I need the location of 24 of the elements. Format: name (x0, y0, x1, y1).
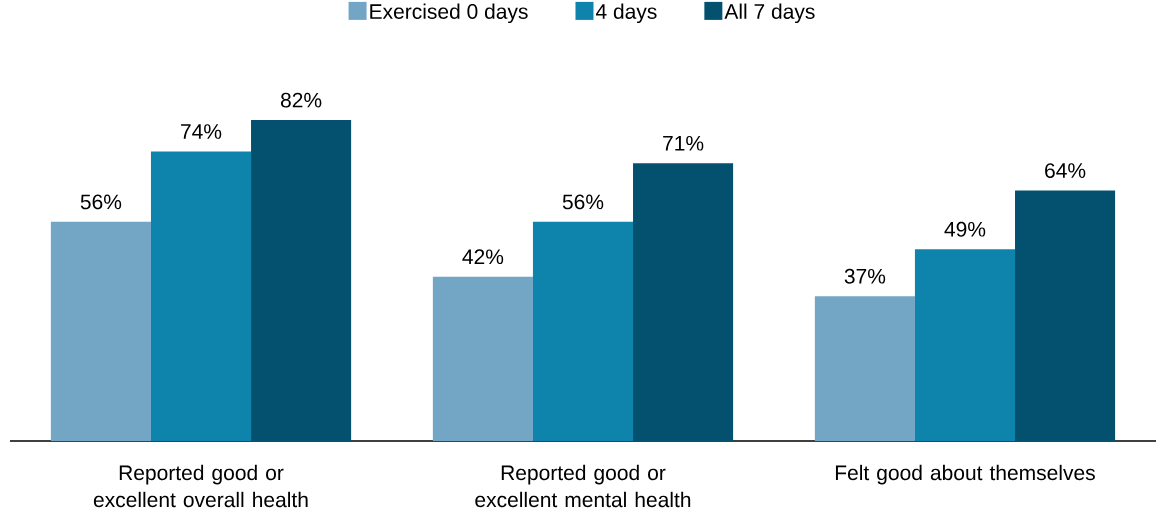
bar (1015, 190, 1116, 441)
data-label: 56% (562, 194, 604, 210)
bar (633, 163, 734, 441)
x-tick-label: Felt good about themselves (835, 464, 1095, 485)
bar (532, 221, 634, 441)
bar (150, 151, 252, 441)
data-label: 64% (1045, 163, 1086, 178)
bar (814, 296, 915, 441)
data-label: 71% (663, 135, 704, 151)
x-tick-label: Reported good or excellent overall health (93, 464, 308, 508)
bar (914, 249, 1016, 441)
bar (50, 221, 151, 441)
legend-label: All 7 days (724, 3, 815, 24)
data-label: 49% (944, 221, 986, 237)
legend-label: Exercised 0 days (370, 3, 528, 24)
bar (251, 120, 352, 441)
data-label: 56% (80, 194, 122, 210)
data-label: 37% (844, 268, 886, 284)
data-label: 74% (181, 124, 222, 139)
bar (432, 276, 533, 441)
legend-label: 4 days (595, 3, 657, 24)
data-label: 42% (462, 249, 504, 265)
x-tick-label: Reported good or excellent mental health (475, 464, 691, 508)
data-label: 82% (280, 92, 322, 108)
